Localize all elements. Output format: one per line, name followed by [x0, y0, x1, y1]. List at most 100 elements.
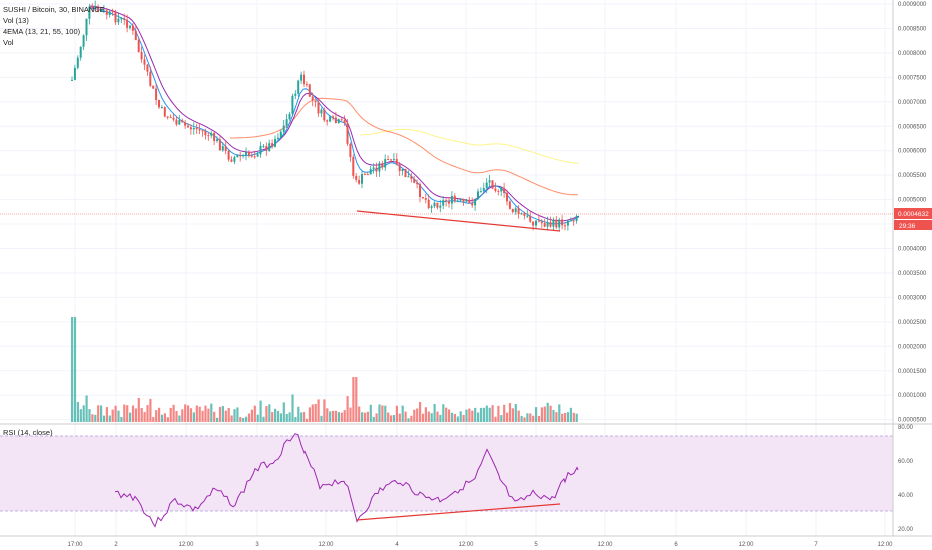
indicator-ema[interactable]: 4EMA (13, 21, 55, 100) — [3, 27, 81, 36]
volume-bar — [381, 405, 384, 422]
candle-body — [137, 40, 140, 52]
volume-bar — [204, 405, 207, 422]
candle-body — [175, 119, 178, 125]
candle-body — [71, 79, 73, 81]
volume-bar — [259, 400, 262, 422]
volume-bar — [482, 407, 485, 422]
candle-body — [73, 67, 76, 80]
candle-body — [529, 215, 532, 222]
volume-bar — [537, 415, 541, 422]
candle-body — [239, 155, 242, 157]
candle-body — [404, 168, 407, 178]
volume-bar — [532, 415, 535, 422]
candle-body — [155, 88, 158, 100]
candle-body — [497, 190, 500, 192]
candle-body — [430, 206, 433, 209]
volume-bar — [474, 407, 477, 422]
candle-body — [291, 95, 294, 114]
volume-bar — [346, 396, 349, 422]
candle-body — [381, 163, 384, 168]
candle-body — [268, 143, 271, 152]
price-tick-label: 0.0007000 — [898, 100, 927, 106]
candle-body — [131, 25, 134, 31]
candle-body — [245, 151, 247, 156]
candle-body — [564, 225, 566, 227]
volume-bar — [262, 416, 265, 422]
candle-body — [94, 6, 97, 8]
volume-bar — [187, 405, 190, 422]
candle-body — [337, 119, 340, 124]
rsi-title[interactable]: RSI (14, close) — [3, 428, 53, 437]
volume-bar — [274, 408, 277, 422]
candle-body — [453, 195, 456, 201]
volume-bar — [358, 406, 361, 422]
candle-body — [172, 117, 175, 120]
volume-bar — [160, 414, 164, 422]
volume-bar — [97, 405, 100, 422]
volume-bar — [279, 413, 282, 422]
volume-bar — [239, 417, 242, 422]
volume-bar — [137, 397, 140, 422]
candle-body — [123, 18, 126, 20]
volume-bar — [500, 415, 503, 422]
countdown-tag — [894, 220, 932, 230]
countdown-label: 29:36 — [899, 223, 916, 230]
candle-body — [413, 178, 416, 183]
indicator-vol[interactable]: Vol — [3, 38, 14, 47]
volume-bar — [488, 407, 491, 422]
candle-body — [91, 6, 94, 8]
price-tick-label: 0.0002500 — [898, 320, 927, 326]
candle-body — [221, 146, 224, 151]
volume-bar — [517, 410, 520, 422]
candle-body — [540, 221, 543, 224]
rsi-tick-label: 20.00 — [898, 527, 914, 533]
candle-body — [242, 155, 245, 157]
price-tick-label: 0.0006000 — [898, 149, 927, 155]
volume-bar — [236, 407, 239, 422]
candle-body — [491, 180, 494, 189]
volume-bar — [575, 413, 578, 422]
volume-bar — [250, 409, 253, 422]
candle-body — [88, 6, 91, 19]
rsi-axis[interactable]: 80.00 60.00 40.00 20.00 — [898, 425, 914, 533]
candle-body — [236, 155, 239, 158]
price-tick-label: 0.0005500 — [898, 173, 927, 179]
volume-bar — [375, 413, 378, 422]
ema-100-line — [359, 128, 580, 164]
rsi-tick-label: 80.00 — [898, 425, 914, 431]
time-tick-label: 7 — [814, 542, 818, 548]
volume-bar — [297, 406, 300, 422]
candle-body — [361, 174, 363, 184]
indicator-vol13[interactable]: Vol (13) — [3, 16, 29, 25]
candle-body — [465, 199, 468, 202]
candle-body — [210, 132, 213, 136]
price-tick-label: 0.0008500 — [898, 26, 927, 32]
volume-bar — [158, 407, 161, 422]
candle-body — [114, 11, 117, 23]
time-axis[interactable]: 17:00 2 12:00 3 12:00 4 12:00 5 12:00 6 12:00 7 12:0… — [67, 542, 893, 548]
symbol-title[interactable]: SUSHI / Bitcoin, 30, BINANCE — [3, 5, 105, 14]
candle-body — [543, 223, 546, 227]
volume-bar — [433, 403, 436, 422]
candle-body — [79, 46, 82, 58]
volume-bar — [543, 406, 546, 422]
candle-body — [224, 146, 227, 151]
volume-bar — [445, 407, 448, 422]
price-trendline — [356, 210, 561, 232]
candle-body — [392, 158, 395, 160]
candle-body — [271, 143, 274, 147]
volume-bar — [378, 404, 381, 422]
volume-bar — [265, 406, 268, 422]
volume-bar — [111, 409, 114, 422]
volume-bar — [117, 410, 120, 422]
candle-body — [424, 198, 427, 200]
candle-body — [485, 182, 488, 188]
candle-body — [372, 167, 375, 170]
volume-bar — [404, 411, 407, 422]
volume-bar — [468, 408, 471, 422]
time-tick-label: 12:00 — [178, 542, 194, 548]
candle-body — [230, 159, 233, 162]
volume-bar — [529, 413, 532, 422]
candle-body — [152, 85, 155, 89]
